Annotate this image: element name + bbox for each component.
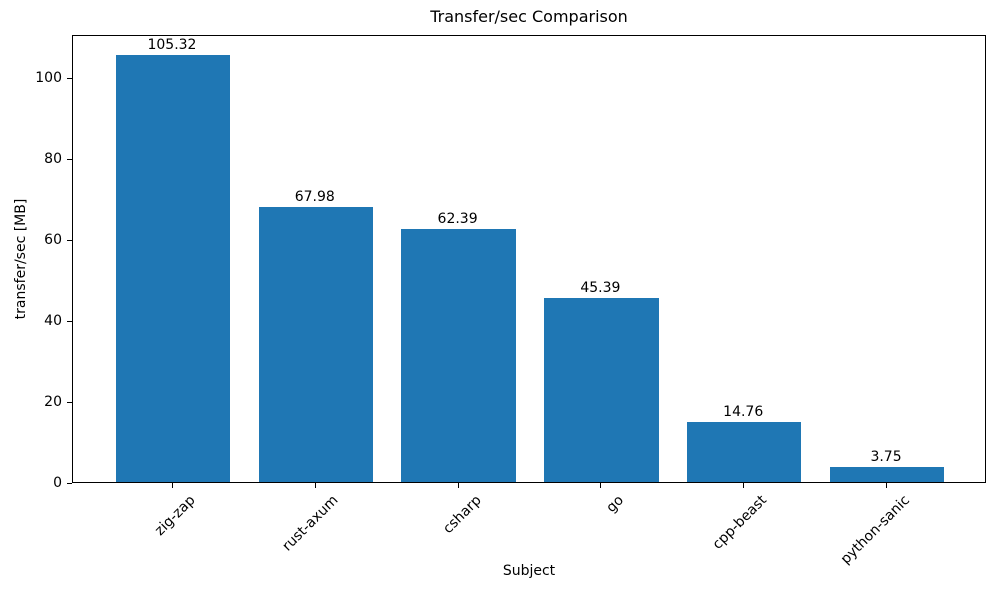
bar-rust-axum <box>258 206 373 482</box>
bar-value-label-cpp-beast: 14.76 <box>723 404 764 421</box>
bar-csharp <box>401 229 516 482</box>
x-tick-label-go: go <box>603 492 628 516</box>
x-tick-mark <box>457 483 459 488</box>
x-tick-mark <box>743 483 745 488</box>
plot-area <box>72 35 986 483</box>
bar-cpp-beast <box>687 422 802 482</box>
x-axis-label: Subject <box>502 563 556 579</box>
y-tick-label-20: 20 <box>44 393 62 410</box>
y-tick-label-100: 100 <box>35 69 62 86</box>
y-axis-label: transfer/sec [MB] <box>13 198 29 320</box>
bar-go <box>544 298 659 482</box>
bar-value-label-python-sanic: 3.75 <box>870 448 902 465</box>
chart-title: Transfer/sec Comparison <box>430 7 628 26</box>
y-tick-mark <box>67 320 72 322</box>
x-tick-label-csharp: csharp <box>439 492 485 537</box>
bar-value-label-go: 45.39 <box>580 280 621 297</box>
x-tick-mark <box>886 483 888 488</box>
x-tick-mark <box>314 483 316 488</box>
bar-python-sanic <box>829 466 945 482</box>
x-tick-mark <box>171 483 173 488</box>
y-tick-label-0: 0 <box>53 475 62 491</box>
y-tick-label-40: 40 <box>44 312 62 329</box>
bar-zig-zap <box>115 55 231 482</box>
x-tick-label-rust-axum: rust-axum <box>279 492 342 555</box>
bar-value-label-csharp: 62.39 <box>437 211 478 228</box>
y-tick-label-60: 60 <box>44 231 62 248</box>
x-tick-label-zig-zap: zig-zap <box>151 492 199 539</box>
y-tick-label-80: 80 <box>44 150 62 167</box>
y-tick-mark <box>67 483 72 484</box>
x-tick-label-cpp-beast: cpp-beast <box>709 492 770 553</box>
bar-value-label-rust-axum: 67.98 <box>294 188 335 205</box>
y-tick-mark <box>67 401 72 403</box>
y-tick-mark <box>67 239 72 241</box>
x-tick-mark <box>600 483 602 488</box>
bar-value-label-zig-zap: 105.32 <box>147 37 197 54</box>
y-tick-mark <box>67 158 72 160</box>
x-tick-label-python-sanic: python-sanic <box>837 492 913 568</box>
y-tick-mark <box>67 77 72 79</box>
